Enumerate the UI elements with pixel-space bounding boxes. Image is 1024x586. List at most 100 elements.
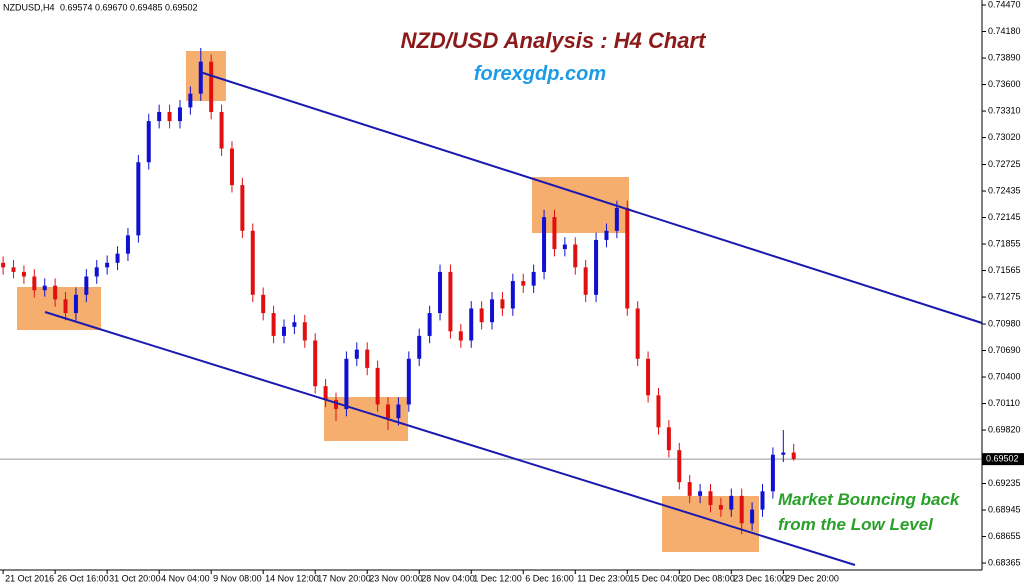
candle-body xyxy=(94,267,99,277)
candle-body xyxy=(708,491,713,506)
candle-body xyxy=(396,404,401,419)
y-tick-label: 0.72145 xyxy=(988,212,1021,222)
highlight-box xyxy=(186,51,226,101)
candle-body xyxy=(313,340,318,387)
candle-body xyxy=(677,450,682,483)
candle-body xyxy=(323,386,328,400)
candle-body xyxy=(552,217,557,250)
annotation: from the Low Level xyxy=(778,515,934,534)
candle-body xyxy=(448,271,453,332)
candle-body xyxy=(334,399,339,410)
y-tick-label: 0.74180 xyxy=(988,26,1021,36)
candle-body xyxy=(146,121,151,163)
candle-body xyxy=(63,299,68,314)
x-tick-label: 11 Dec 23:00 xyxy=(577,573,630,583)
candle-body xyxy=(687,482,692,496)
y-tick-label: 0.71855 xyxy=(988,238,1021,248)
y-tick-label: 0.73020 xyxy=(988,132,1021,142)
y-tick-label: 0.68365 xyxy=(988,557,1021,567)
candle-body xyxy=(21,271,26,277)
candle-body xyxy=(770,454,775,492)
x-tick-label: 17 Nov 20:00 xyxy=(317,573,371,583)
candle-body xyxy=(292,322,297,327)
candle-body xyxy=(531,271,536,286)
y-tick-label: 0.70980 xyxy=(988,318,1021,328)
candle-body xyxy=(177,107,182,122)
y-tick-label: 0.70690 xyxy=(988,345,1021,355)
candle-body xyxy=(11,267,16,272)
candle-body xyxy=(375,367,380,405)
candle-body xyxy=(500,299,505,309)
candle-body xyxy=(198,61,203,94)
candle-body xyxy=(635,308,640,359)
y-tick-label: 0.70400 xyxy=(988,371,1021,381)
candle-body xyxy=(240,185,245,231)
candle-body xyxy=(261,294,266,314)
candle-body xyxy=(739,495,744,524)
chart-title: NZD/USD Analysis : H4 Chart xyxy=(401,28,707,53)
candle-body xyxy=(302,322,307,341)
symbol: NZDUSD,H4 xyxy=(3,2,55,12)
candle-body xyxy=(750,509,755,524)
channel-upper xyxy=(199,71,983,324)
x-tick-label: 23 Nov 00:00 xyxy=(369,573,423,583)
x-tick-label: 15 Dec 04:00 xyxy=(629,573,683,583)
candle-body xyxy=(219,111,224,149)
candle-body xyxy=(417,335,422,359)
candle-body xyxy=(344,358,349,410)
candle-body xyxy=(250,230,255,295)
candle-body xyxy=(791,452,796,460)
candle-body xyxy=(354,349,359,359)
candle-body xyxy=(365,349,370,368)
candle-body xyxy=(718,505,723,510)
candle-body xyxy=(84,276,89,295)
y-tick-label: 0.73310 xyxy=(988,105,1021,115)
annotation: Market Bouncing back xyxy=(778,490,961,509)
candle-body xyxy=(646,358,651,396)
y-tick-label: 0.74470 xyxy=(988,0,1021,9)
candle-body xyxy=(781,452,786,455)
x-tick-label: 23 Dec 16:00 xyxy=(733,573,787,583)
x-tick-label: 26 Oct 16:00 xyxy=(57,573,109,583)
candle-body xyxy=(583,267,588,295)
x-tick-label: 29 Dec 20:00 xyxy=(785,573,839,583)
highlight-box xyxy=(17,287,101,330)
x-tick-label: 21 Oct 2016 xyxy=(5,573,54,583)
price-label-box xyxy=(982,453,1024,466)
price-label: 0.69502 xyxy=(986,454,1019,464)
candle-body xyxy=(53,285,58,300)
candle-body xyxy=(490,299,495,323)
candle-body xyxy=(469,308,474,341)
candle-body xyxy=(73,294,78,314)
x-tick-label: 9 Nov 08:00 xyxy=(213,573,262,583)
x-tick-label: 1 Dec 12:00 xyxy=(473,573,522,583)
candle-body xyxy=(479,308,484,323)
ohlc-high: 0.69670 xyxy=(95,2,128,12)
x-tick-label: 28 Nov 04:00 xyxy=(421,573,475,583)
candle-body xyxy=(625,207,630,309)
candle-body xyxy=(760,491,765,510)
candle-body xyxy=(604,230,609,240)
candle-body xyxy=(614,207,619,231)
x-tick-label: 31 Oct 20:00 xyxy=(109,573,161,583)
candle-body xyxy=(656,395,661,428)
x-tick-label: 14 Nov 12:00 xyxy=(265,573,319,583)
y-tick-label: 0.71565 xyxy=(988,265,1021,275)
candle-body xyxy=(542,217,547,272)
candle-body xyxy=(510,281,515,309)
candle-body xyxy=(105,262,110,268)
chart-subtitle: forexgdp.com xyxy=(474,63,606,85)
candle-body xyxy=(281,326,286,336)
candle-body xyxy=(136,162,141,236)
candle-body xyxy=(157,111,162,122)
y-tick-label: 0.68945 xyxy=(988,504,1021,514)
candle-body xyxy=(42,285,47,291)
candle-body xyxy=(209,61,214,112)
candle-body xyxy=(167,111,172,122)
y-tick-label: 0.69820 xyxy=(988,424,1021,434)
candle-body xyxy=(666,427,671,451)
y-tick-label: 0.73890 xyxy=(988,52,1021,62)
candle-body xyxy=(125,235,130,254)
candle-body xyxy=(594,239,599,295)
